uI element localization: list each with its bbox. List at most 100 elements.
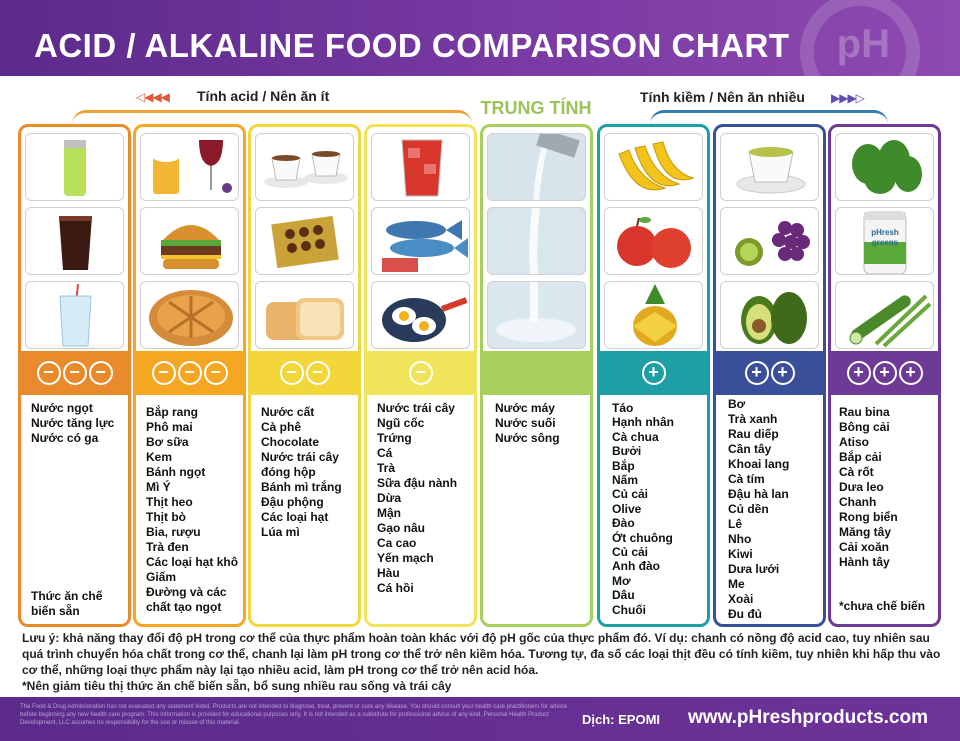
- disclaimer-text: The Food & Drug Administration has not e…: [20, 704, 567, 726]
- neutral-group-label: TRUNG TÍNH: [480, 98, 592, 118]
- kiwi-grapes-image: [720, 207, 819, 275]
- column-neutral-water: Nước máy Nước suối Nước sông: [480, 124, 593, 627]
- list-item: Bơ: [728, 397, 746, 411]
- list-item: Trà: [377, 461, 396, 475]
- acid-group-label: Tính acid / Nên ăn ít: [194, 88, 333, 104]
- list-item: Nước suối: [495, 416, 556, 430]
- list-item: Nước có ga: [31, 431, 99, 445]
- list-item: Bưởi: [612, 444, 642, 459]
- list-item: Cải xoăn: [839, 540, 890, 554]
- acid-arrows: ◁◀◀◀: [134, 90, 171, 104]
- phresh-greens-jar-image: pHresh greens: [835, 207, 934, 275]
- cola-glass-image: [25, 207, 124, 275]
- column-vegetables-fruits: + + Bơ Trà xanh Rau diếp Cần tây Khoai l…: [713, 124, 826, 627]
- energy-drink-image: [25, 133, 124, 201]
- list-item: Yến mạch: [377, 551, 434, 565]
- list-item: Nho: [728, 532, 752, 546]
- column-grains-fish: − Nước trái cây Ngũ cốc Trứng Cá Trà Sữa…: [364, 124, 477, 627]
- list-item: Đường và các chất tạo ngọt: [146, 585, 227, 614]
- list-item: Bông cải: [839, 420, 890, 434]
- list-item: Kem: [146, 450, 173, 464]
- alkaline-badge-2: + +: [716, 351, 823, 395]
- plus-icon: +: [872, 361, 897, 385]
- list-item: Nấm: [612, 473, 639, 488]
- list-item: Các loại hạt khô: [146, 555, 239, 569]
- list-item: Bánh mì trắng: [261, 480, 342, 494]
- list-item: Cà tím: [728, 472, 765, 486]
- column-fruits: + Táo Hạnh nhân Cà chua Bưởi Bắp Nấm Củ …: [597, 124, 710, 627]
- list-item: Lê: [728, 517, 743, 531]
- footer-banner: The Food & Drug Administration has not e…: [0, 697, 960, 741]
- list-item: Bắp rang: [146, 405, 199, 419]
- list-item: Chanh: [839, 495, 877, 509]
- food-list: Rau bina Bông cải Atiso Bắp cải Cà rốt D…: [839, 405, 938, 570]
- cucumber-asparagus-image: [835, 281, 934, 349]
- water-stream-image: [487, 207, 586, 275]
- food-list: Bắp rang Phô mai Bơ sữa Kem Bánh ngọt Mì…: [146, 405, 243, 615]
- list-item: Kiwi: [728, 547, 753, 561]
- list-item: Các loại hạt: [261, 510, 329, 524]
- list-item: Trứng: [377, 431, 412, 445]
- bananas-image: [604, 133, 703, 201]
- list-item: Củ cải: [612, 487, 649, 502]
- minus-icon: −: [36, 361, 61, 385]
- jar-label: pHresh greens: [871, 228, 899, 247]
- column-dairy-meat: − − − Bắp rang Phô mai Bơ sữa Kem Bánh n…: [133, 124, 246, 627]
- list-item: Gạo nâu: [377, 521, 426, 535]
- list-item: Cà chua: [612, 429, 659, 444]
- list-item: Măng tây: [839, 525, 892, 539]
- alkaline-bracket: [650, 110, 888, 132]
- ph-logo: pH: [836, 22, 890, 66]
- list-item: Trà xanh: [728, 412, 778, 426]
- list-item: Thịt heo: [146, 495, 193, 509]
- list-item: Dưa leo: [839, 480, 884, 494]
- list-item: Nước trái cây đóng hộp: [261, 450, 339, 479]
- plus-icon: +: [744, 361, 769, 385]
- list-item: Bắp: [612, 458, 635, 473]
- food-list: Nước ngọt Nước tăng lực Nước có ga: [31, 401, 128, 446]
- list-item: Cá: [377, 446, 393, 460]
- list-item: Đậu hà lan: [728, 487, 789, 501]
- list-item: Phô mai: [146, 420, 193, 434]
- green-tea-image: [720, 133, 819, 201]
- list-item: Anh đào: [612, 559, 660, 574]
- food-list: Nước trái cây Ngũ cốc Trứng Cá Trà Sữa đ…: [377, 401, 474, 596]
- food-list: Táo Hạnh nhân Cà chua Bưởi Bắp Nấm Củ cả…: [612, 401, 707, 617]
- list-item: Đu đủ: [728, 607, 762, 621]
- beer-wine-image: [140, 133, 239, 201]
- list-item: Ớt chuông: [612, 530, 673, 545]
- acid-badge-3: − − −: [136, 351, 243, 395]
- list-item: Thịt bò: [146, 510, 186, 524]
- list-item: Dưa lưới: [728, 562, 780, 576]
- list-item: Rau bina: [839, 405, 890, 419]
- minus-icon: −: [408, 361, 433, 385]
- food-list: Nước cất Cà phê Chocolate Nước trái cây …: [261, 405, 358, 540]
- acid-badge-1: −: [367, 351, 474, 395]
- page-title: ACID / ALKALINE FOOD COMPARISON CHART: [34, 27, 790, 64]
- food-list: Nước máy Nước suối Nước sông: [495, 401, 590, 446]
- water-splash-image: [487, 281, 586, 349]
- list-item: Hàu: [377, 566, 400, 580]
- chocolate-box-image: [255, 207, 354, 275]
- list-item: Khoai lang: [728, 457, 790, 471]
- list-item: Bắp cải: [839, 450, 882, 464]
- list-item: Atiso: [839, 435, 869, 449]
- list-item: Rau diếp: [728, 427, 779, 441]
- list-item: Nước ngọt: [31, 401, 93, 415]
- iced-tea-image: [371, 133, 470, 201]
- list-item: Cà rốt: [839, 465, 874, 479]
- minus-icon: −: [151, 361, 176, 385]
- column-coffee-bread: − − Nước cất Cà phê Chocolate Nước trái …: [248, 124, 361, 627]
- website-link[interactable]: www.pHreshproducts.com: [688, 707, 928, 728]
- list-item: Nước tăng lực: [31, 416, 115, 430]
- acid-badge-2: − −: [251, 351, 358, 395]
- hamburger-image: [140, 207, 239, 275]
- food-list: Bơ Trà xanh Rau diếp Cần tây Khoai lang …: [728, 397, 823, 622]
- list-item: Cá hồi: [377, 581, 414, 595]
- acid-bracket: [72, 110, 472, 132]
- list-item: Nước máy: [495, 401, 555, 415]
- list-item: Trà đen: [146, 540, 189, 554]
- minus-icon: −: [62, 361, 87, 385]
- list-item: Dừa: [377, 491, 402, 505]
- translator-credit: Dịch: EPOMI: [582, 712, 661, 727]
